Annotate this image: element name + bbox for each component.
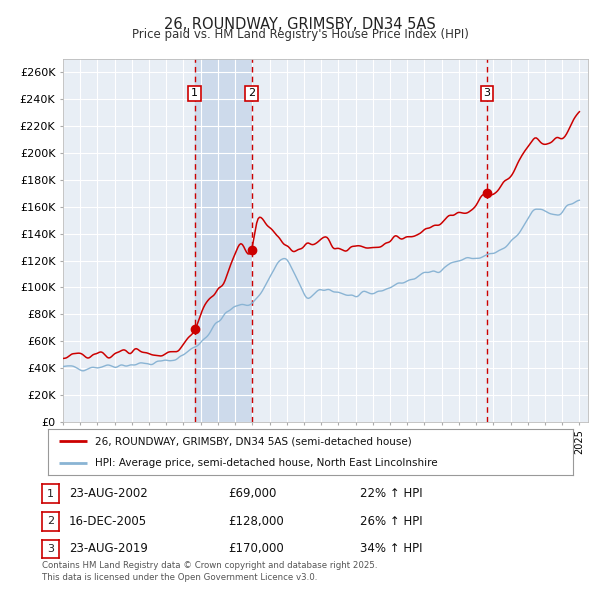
Text: 1: 1 xyxy=(47,489,54,499)
Text: 23-AUG-2019: 23-AUG-2019 xyxy=(69,542,148,556)
Text: £69,000: £69,000 xyxy=(228,487,277,500)
Text: 26, ROUNDWAY, GRIMSBY, DN34 5AS: 26, ROUNDWAY, GRIMSBY, DN34 5AS xyxy=(164,17,436,31)
Text: 22% ↑ HPI: 22% ↑ HPI xyxy=(360,487,422,500)
Bar xyxy=(194,59,251,422)
Text: 1: 1 xyxy=(191,88,198,99)
Text: 26% ↑ HPI: 26% ↑ HPI xyxy=(360,514,422,528)
Text: £170,000: £170,000 xyxy=(228,542,284,556)
Text: 34% ↑ HPI: 34% ↑ HPI xyxy=(360,542,422,556)
Text: HPI: Average price, semi-detached house, North East Lincolnshire: HPI: Average price, semi-detached house,… xyxy=(95,457,438,467)
Text: £128,000: £128,000 xyxy=(228,514,284,528)
Text: 2: 2 xyxy=(248,88,255,99)
Text: 2: 2 xyxy=(47,516,54,526)
Text: 3: 3 xyxy=(47,544,54,554)
Text: Price paid vs. HM Land Registry's House Price Index (HPI): Price paid vs. HM Land Registry's House … xyxy=(131,28,469,41)
Text: Contains HM Land Registry data © Crown copyright and database right 2025.
This d: Contains HM Land Registry data © Crown c… xyxy=(42,561,377,582)
Text: 3: 3 xyxy=(484,88,491,99)
Text: 16-DEC-2005: 16-DEC-2005 xyxy=(69,514,147,528)
Text: 23-AUG-2002: 23-AUG-2002 xyxy=(69,487,148,500)
Text: 26, ROUNDWAY, GRIMSBY, DN34 5AS (semi-detached house): 26, ROUNDWAY, GRIMSBY, DN34 5AS (semi-de… xyxy=(95,437,412,447)
